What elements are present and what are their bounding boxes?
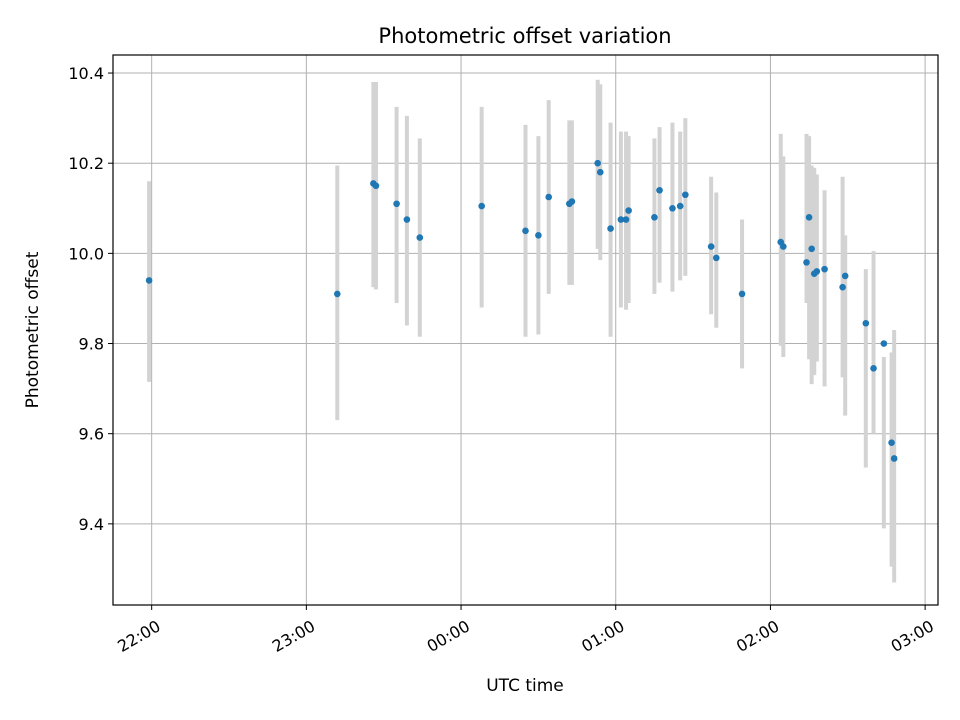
data-point xyxy=(617,216,625,223)
plot-frame xyxy=(112,54,939,606)
y-tick-label: 10.0 xyxy=(68,244,104,263)
data-point xyxy=(669,204,676,212)
y-tick-label: 10.4 xyxy=(68,64,104,83)
data-point xyxy=(813,268,821,275)
data-point xyxy=(625,207,632,214)
data-point xyxy=(594,159,601,167)
data-point xyxy=(870,365,877,372)
y-tick-label: 9.4 xyxy=(79,515,104,534)
data-point xyxy=(478,202,485,210)
data-point xyxy=(821,265,828,273)
data-point xyxy=(841,272,849,280)
x-axis-label: UTC time xyxy=(486,676,564,696)
y-axis-label: Photometric offset xyxy=(23,251,43,408)
y-tick-label: 10.2 xyxy=(68,154,104,173)
data-points xyxy=(145,159,898,462)
data-point xyxy=(805,213,813,221)
data-point xyxy=(607,225,614,232)
data-point xyxy=(676,202,684,210)
y-tick-label: 9.8 xyxy=(79,335,104,354)
data-point xyxy=(535,232,542,239)
chart-title: Photometric offset variation xyxy=(378,24,671,48)
data-point xyxy=(888,439,895,447)
data-point xyxy=(682,191,689,199)
data-point xyxy=(839,283,846,291)
data-point xyxy=(880,340,888,347)
y-tick-label: 9.6 xyxy=(79,425,104,444)
data-point xyxy=(522,227,529,235)
data-point xyxy=(780,243,787,250)
data-point xyxy=(545,193,553,201)
data-point xyxy=(372,182,380,190)
data-point xyxy=(568,198,576,205)
y-axis: 9.4 9.6 9.8 10.0 10.2 10.4 xyxy=(68,64,113,534)
data-point xyxy=(890,455,898,462)
data-point xyxy=(738,290,746,298)
data-point xyxy=(803,259,810,266)
data-point xyxy=(333,290,341,298)
data-point xyxy=(712,254,720,262)
data-point xyxy=(651,213,658,221)
data-point xyxy=(656,186,663,194)
data-point xyxy=(403,216,411,223)
data-point xyxy=(808,245,815,253)
data-point xyxy=(596,168,604,176)
data-point xyxy=(416,234,424,241)
data-point xyxy=(707,243,715,250)
data-point xyxy=(862,319,870,327)
data-point xyxy=(145,277,153,284)
data-point xyxy=(622,216,630,223)
data-point xyxy=(393,200,400,208)
